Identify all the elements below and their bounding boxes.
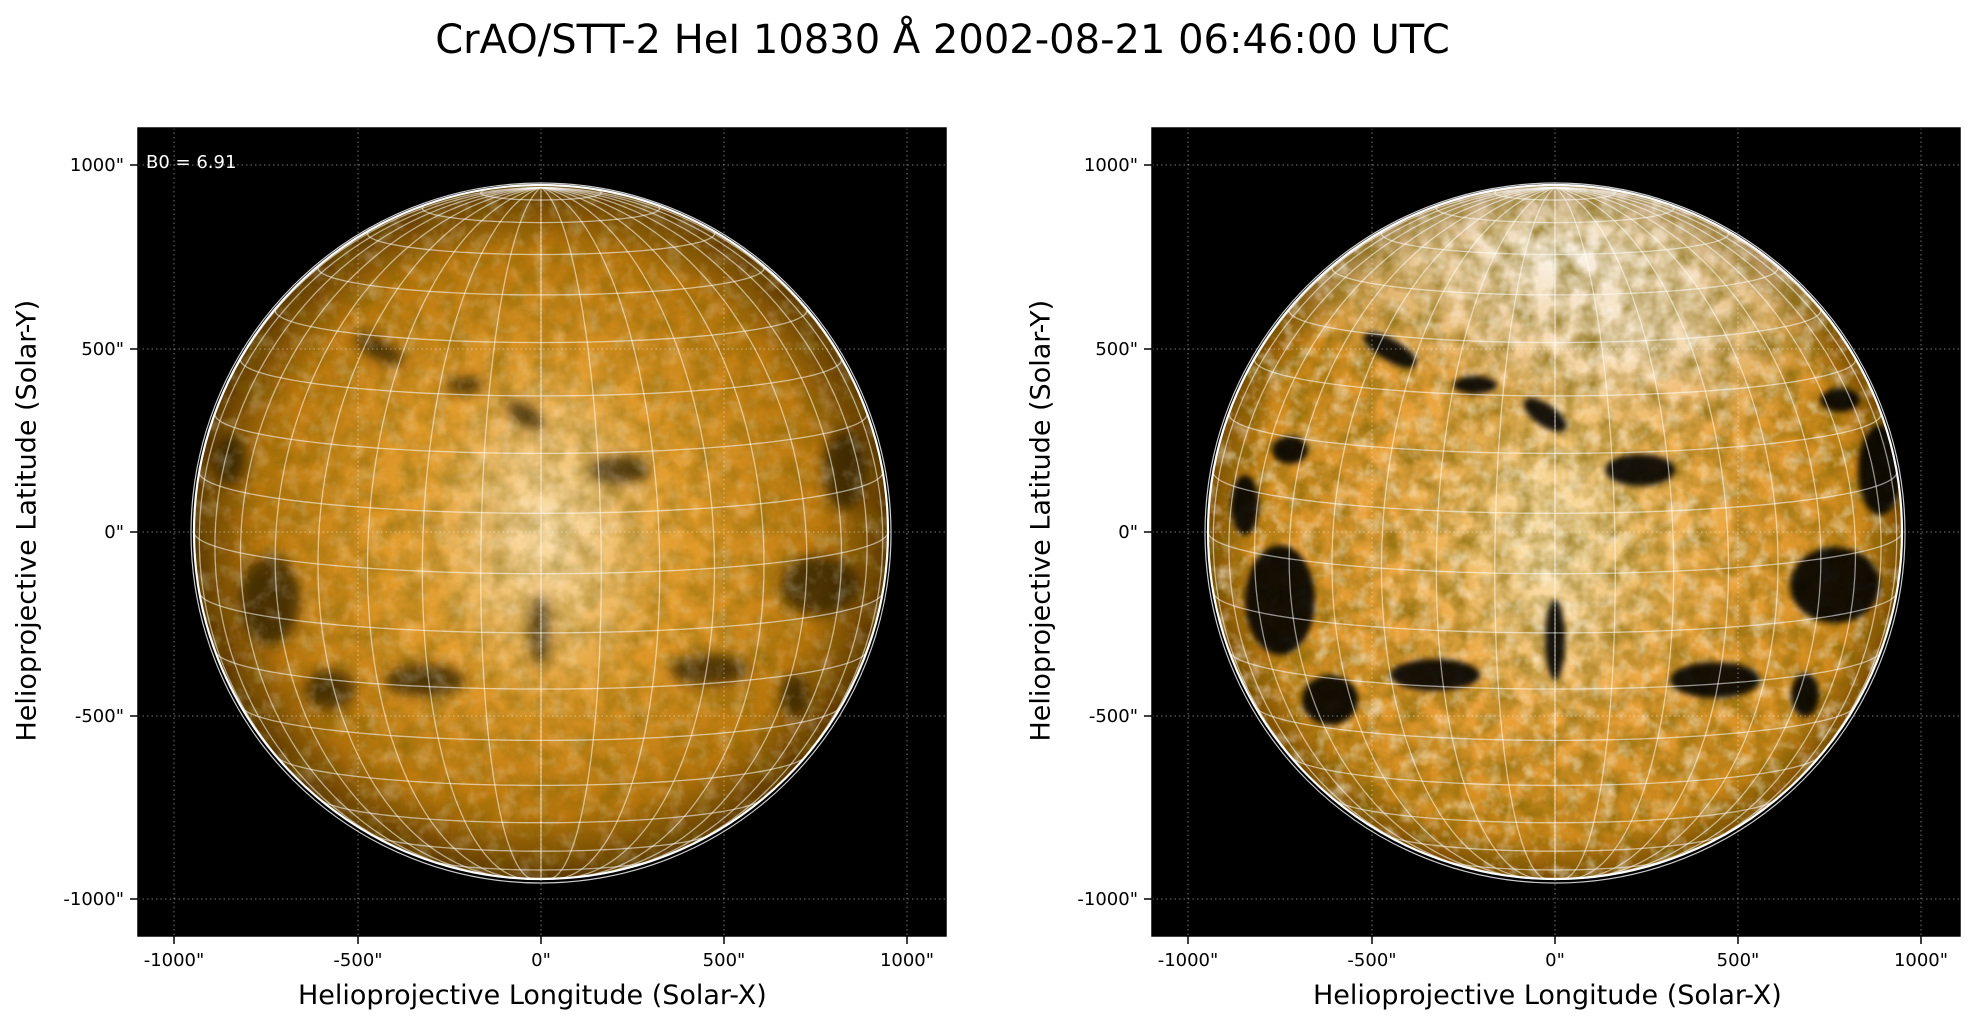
heliographic-grid-line (1208, 531, 1902, 575)
b0-annotation: B0 = 6.91 (146, 152, 236, 173)
heliographic-grid-line (1554, 186, 1675, 879)
heliographic-grid-line (1554, 186, 1730, 879)
right-y-tick-labels: 1000" 500" 0" -500" -1000" (1077, 155, 1138, 910)
heliographic-grid-line (1253, 186, 1556, 872)
right-y-tick-label: -500" (1089, 706, 1138, 727)
right-x-tick-label: 500" (1717, 950, 1760, 971)
left-tick-marks (130, 164, 908, 944)
left-x-tick-labels: -1000" -500" 0" 500" 1000" (144, 950, 934, 971)
heliographic-grid-line (1435, 186, 1556, 879)
heliographic-grid-line (421, 203, 661, 224)
right-x-tick-label: 1000" (1894, 950, 1948, 971)
left-x-tick-label: 1000" (880, 950, 934, 971)
left-y-tick-labels: 1000" 500" 0" -500" -1000" (63, 155, 124, 910)
heliographic-grid-line (1380, 228, 1730, 256)
right-x-axis-label: Helioprojective Longitude (Solar-X) (1313, 980, 1782, 1011)
heliographic-grid-line (366, 186, 542, 879)
right-y-axis-label: Helioprojective Latitude (Solar-Y) (1025, 299, 1057, 742)
heliographic-grid-line (214, 412, 868, 455)
heliographic-grid-line (239, 356, 843, 397)
heliographic-grid-line (1331, 263, 1779, 296)
right-x-tick-labels: -1000" -500" 0" 500" 1000" (1158, 950, 1948, 971)
heliographic-grid-line (540, 186, 602, 879)
right-x-tick-label: -1000" (1158, 950, 1219, 971)
right-y-tick-label: 500" (1095, 339, 1138, 360)
heliographic-grid-line (1380, 186, 1556, 879)
heliographic-grid-line (317, 186, 542, 878)
heliographic-grid-line (276, 756, 806, 787)
heliographic-grid-line (480, 186, 542, 879)
right-limb-outline-outer (1204, 182, 1906, 884)
heliographic-grid-line (1229, 652, 1881, 690)
heliographic-grid-line (1554, 186, 1857, 872)
heliographic-grid-line (1253, 356, 1857, 397)
heliographic-grid-line (239, 186, 542, 872)
heliographic-grid-line (198, 593, 884, 634)
right-heliographic-grid (1208, 186, 1902, 879)
heliographic-grid-line (1212, 472, 1898, 514)
heliographic-grid-line (1331, 186, 1556, 878)
right-x-tick-label: 0" (1545, 950, 1565, 971)
heliographic-grid-line (1435, 203, 1675, 224)
left-y-tick-label: 1000" (70, 155, 124, 176)
heliographic-grid-line (194, 531, 888, 575)
right-y-tick-label: 1000" (1084, 155, 1138, 176)
left-limb-outline-outer (190, 182, 892, 884)
heliographic-grid-line (540, 186, 716, 879)
right-limb-outline (1206, 183, 1904, 881)
heliographic-grid-line (540, 186, 843, 872)
right-y-tick-label: -1000" (1077, 889, 1138, 910)
left-limb-outline (192, 183, 890, 881)
left-x-tick-label: -1000" (144, 950, 205, 971)
right-y-tick-label: 0" (1118, 522, 1138, 543)
heliographic-grid-line (1288, 308, 1822, 344)
heliographic-grid-line (429, 859, 653, 871)
heliographic-grid-line (479, 187, 603, 201)
heliographic-grid-line (1290, 756, 1820, 787)
heliographic-grid-line (1554, 186, 1616, 879)
heliographic-grid-line (1554, 186, 1779, 878)
heliographic-grid-line (1255, 707, 1855, 742)
heliographic-grid-line (421, 186, 542, 879)
left-y-tick-label: 500" (81, 339, 124, 360)
right-tick-marks (1144, 164, 1922, 944)
heliographic-grid-line (274, 308, 808, 344)
heliographic-grid-line (1386, 834, 1724, 852)
heliographic-grid-line (320, 799, 762, 824)
heliographic-grid-line (241, 707, 841, 742)
heliographic-grid-line (198, 472, 884, 514)
figure-title: CrAO/STT-2 HeI 10830 Å 2002-08-21 06:46:… (435, 17, 1450, 63)
left-heliographic-grid (194, 186, 888, 879)
left-y-tick-label: -500" (75, 706, 124, 727)
heliographic-grid-line (366, 228, 716, 256)
left-y-tick-label: -1000" (63, 889, 124, 910)
heliographic-grid-line (1212, 593, 1898, 634)
left-x-tick-label: 0" (531, 950, 551, 971)
left-x-axis-label: Helioprojective Longitude (Solar-X) (298, 980, 767, 1011)
heliographic-grid-line (1334, 799, 1776, 824)
heliographic-grid-line (1494, 186, 1556, 879)
right-x-tick-label: -500" (1347, 950, 1396, 971)
left-x-tick-label: 500" (703, 950, 746, 971)
heliographic-grid-line (317, 263, 765, 296)
left-y-tick-label: 0" (104, 522, 124, 543)
heliographic-grid-line (540, 186, 661, 879)
heliographic-grid-line (1228, 412, 1882, 455)
heliographic-grid-line (540, 186, 765, 878)
left-x-tick-label: -500" (333, 950, 382, 971)
heliographic-grid-line (1493, 187, 1617, 201)
heliographic-grid-line (1443, 859, 1667, 871)
left-y-axis-label: Helioprojective Latitude (Solar-Y) (11, 299, 43, 742)
heliographic-grid-line (215, 652, 867, 690)
heliographic-grid-line (372, 834, 710, 852)
